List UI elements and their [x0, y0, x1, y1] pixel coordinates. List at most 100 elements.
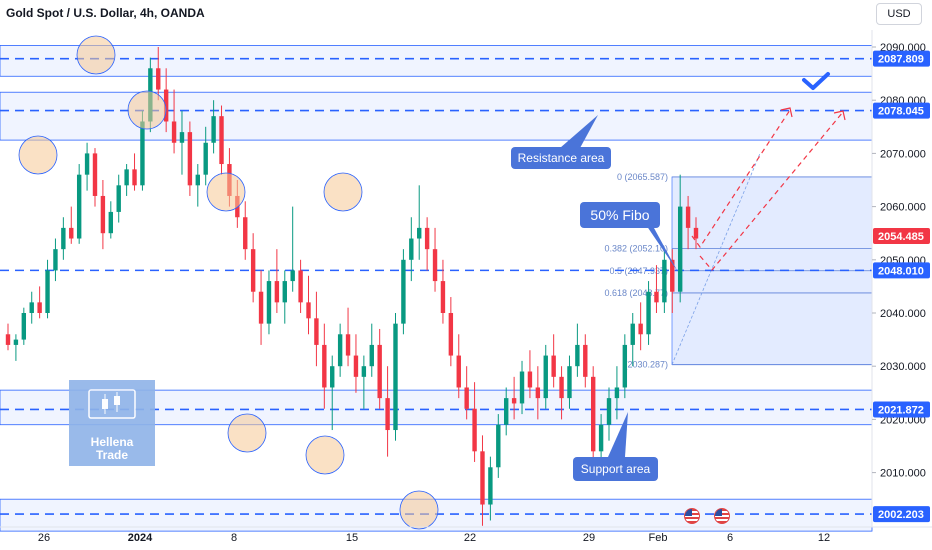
candle-body [472, 408, 477, 452]
candle [559, 366, 564, 420]
candle [432, 227, 438, 292]
candle-body [353, 355, 359, 377]
candle-body [504, 398, 509, 425]
candle [614, 366, 620, 420]
candle [401, 249, 406, 335]
candle-body [685, 206, 691, 228]
us-flag-icon[interactable] [684, 508, 700, 524]
candle [638, 302, 643, 351]
time-tick-label: 29 [583, 532, 595, 544]
fibo-trend-line [671, 153, 761, 365]
candle-body [124, 169, 129, 186]
candle-body [53, 249, 58, 271]
candle-body [337, 334, 343, 367]
candle [480, 435, 485, 526]
candle [211, 100, 216, 154]
candle [535, 366, 541, 420]
candle [654, 265, 659, 313]
fibo-level-label: 0 (2065.587) [617, 172, 668, 182]
candle-body [575, 344, 580, 367]
candle-body [480, 451, 485, 505]
candle [393, 313, 398, 441]
extreme-circle [227, 413, 267, 453]
candle [369, 323, 374, 377]
candle-body [29, 302, 34, 313]
fibo-callout-pointer [640, 216, 678, 272]
candle-body [258, 291, 264, 324]
resistance-callout-pointer [560, 115, 598, 148]
candle [598, 414, 604, 462]
candle-body [693, 227, 699, 239]
price-label-box [873, 506, 930, 523]
candle [13, 334, 19, 361]
candle [156, 47, 161, 101]
extreme-circle [305, 435, 345, 475]
candle-body [211, 116, 216, 143]
candle-body [535, 387, 541, 399]
candle [195, 164, 200, 207]
candle [108, 201, 114, 239]
candle [575, 323, 580, 377]
candle [243, 201, 248, 260]
price-label-box [873, 401, 930, 418]
candle [298, 259, 303, 313]
candle [306, 275, 311, 335]
watermark-logo: Hellena Trade [69, 380, 155, 466]
candle [677, 174, 683, 303]
us-flag-icon[interactable] [714, 508, 730, 524]
candle-body [677, 206, 683, 292]
candle-body [488, 467, 493, 505]
price-tick-label: 2010.000 [880, 468, 926, 480]
candle [5, 323, 11, 351]
candle [330, 355, 335, 431]
candle [100, 180, 106, 250]
candle [337, 323, 343, 377]
currency-selector[interactable]: USD [876, 3, 922, 25]
candle-body [590, 376, 596, 452]
candle [385, 366, 390, 457]
price-label-box [873, 262, 930, 279]
candle-body [290, 270, 295, 282]
candle [417, 185, 422, 260]
candle-body [322, 344, 327, 388]
candle-body [606, 398, 612, 425]
candle [511, 376, 517, 420]
projection-arrow-1 [691, 109, 791, 249]
candle-body [543, 355, 548, 399]
time-tick-label: Feb [649, 532, 668, 544]
candle-body [132, 169, 137, 186]
candle-body [440, 281, 446, 313]
candle-body [401, 259, 406, 324]
candle-body [266, 281, 272, 324]
candle-body [527, 371, 533, 388]
candle [377, 328, 382, 409]
candle [472, 382, 477, 462]
candle-body [250, 249, 256, 292]
candle [448, 297, 454, 367]
extreme-circle [399, 490, 439, 530]
candle [543, 344, 548, 409]
candle [116, 174, 121, 223]
candle-body [369, 344, 374, 367]
candle-body [243, 217, 248, 250]
candle [488, 456, 493, 521]
candle-body [598, 424, 604, 452]
candle-body [345, 334, 351, 356]
candle [45, 259, 50, 319]
candle [456, 334, 461, 399]
candle-body [219, 116, 224, 165]
candle [250, 233, 256, 303]
candle [630, 313, 635, 367]
candle [622, 334, 628, 399]
price-label: 2021.872 [878, 404, 924, 416]
candle-body [282, 281, 287, 303]
candle [424, 217, 430, 271]
candle-body [646, 291, 651, 335]
price-label-box [873, 50, 930, 67]
fibo-level-label: 0.618 (2043.77) [604, 288, 668, 298]
time-tick-label: 12 [818, 532, 830, 544]
candle [567, 355, 572, 409]
price-label: 2087.809 [878, 54, 924, 66]
candle [440, 259, 446, 324]
